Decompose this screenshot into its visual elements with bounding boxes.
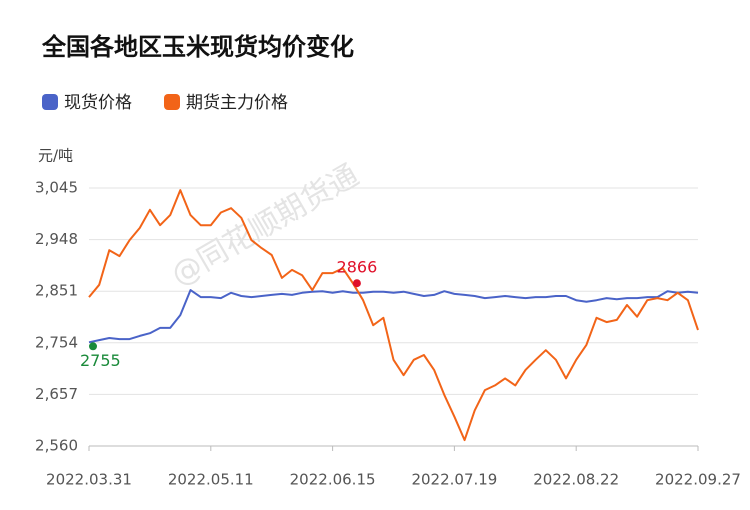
data-point <box>352 279 361 288</box>
y-unit: 元/吨 <box>38 147 73 165</box>
y-tick-label: 2,754 <box>35 333 78 351</box>
legend-label: 现货价格 <box>64 93 132 113</box>
x-tick-label: 2022.03.31 <box>46 471 132 489</box>
y-tick-label: 2,851 <box>35 282 78 300</box>
y-tick-label: 2,657 <box>35 385 78 403</box>
x-tick-label: 2022.07.19 <box>411 471 497 489</box>
data-label: 2755 <box>80 351 121 370</box>
legend-label: 期货主力价格 <box>186 93 288 113</box>
x-tick-label: 2022.08.22 <box>533 471 619 489</box>
data-point <box>89 342 97 351</box>
chart-title: 全国各地区玉米现货均价变化 <box>41 33 354 61</box>
x-tick-label: 2022.06.15 <box>290 471 376 489</box>
legend-swatch <box>42 94 58 110</box>
data-label: 2866 <box>337 258 378 277</box>
series-line <box>88 289 699 344</box>
x-tick-label: 2022.09.27 <box>655 471 741 489</box>
legend: 现货价格 期货主力价格 <box>42 93 288 113</box>
y-tick-label: 2,560 <box>35 437 78 455</box>
legend-swatch <box>164 94 180 110</box>
x-tick-label: 2022.05.11 <box>168 471 254 489</box>
y-tick-label: 3,045 <box>35 179 78 197</box>
series-line <box>88 189 699 442</box>
y-tick-label: 2,948 <box>35 230 78 248</box>
